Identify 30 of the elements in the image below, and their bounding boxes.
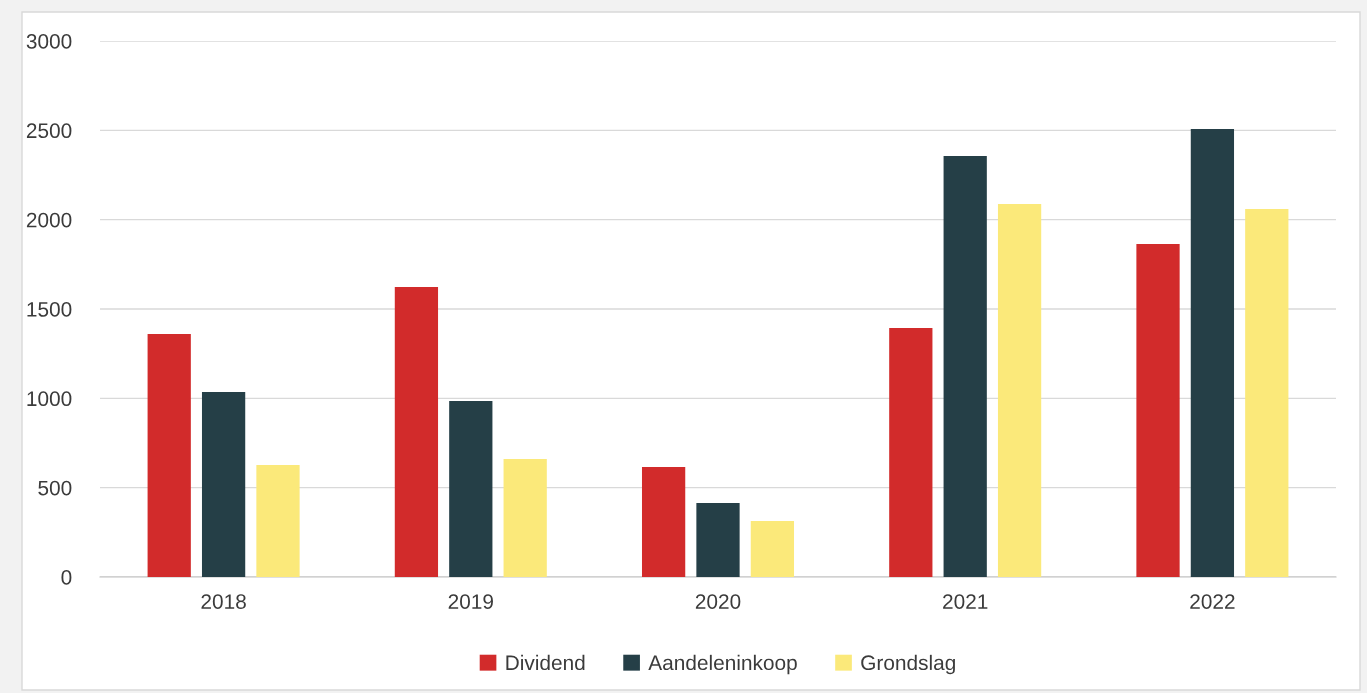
legend-label: Grondslag <box>861 654 955 675</box>
bar <box>943 156 987 577</box>
bar <box>997 203 1042 577</box>
y-tick-label: 3000 <box>26 34 72 49</box>
y-tick-label: 2500 <box>26 123 72 139</box>
y-tick-label: 500 <box>38 480 72 496</box>
bar <box>889 327 933 577</box>
bar <box>1190 129 1235 577</box>
x-tick-label: 2020 <box>695 594 741 609</box>
y-tick-label: 1500 <box>27 302 72 317</box>
x-tick-label: 2021 <box>943 594 988 609</box>
bar <box>449 401 493 577</box>
bar <box>1136 243 1180 577</box>
y-tick-label: 1000 <box>27 391 72 407</box>
y-tick-label: 2000 <box>26 212 72 228</box>
bar <box>641 466 686 577</box>
bar <box>394 287 439 577</box>
bar <box>750 521 795 577</box>
bar <box>256 464 300 577</box>
y-tick-label: 0 <box>61 570 72 585</box>
bar <box>696 503 740 577</box>
x-tick-label: 2019 <box>448 594 493 609</box>
bar <box>201 392 246 577</box>
legend-label: Dividend <box>506 654 585 671</box>
x-tick-label: 2018 <box>201 594 246 609</box>
x-tick-label: 2022 <box>1190 594 1235 609</box>
legend-label: Aandeleninkoop <box>648 654 797 675</box>
bar <box>1245 208 1289 577</box>
bar <box>503 459 547 577</box>
bar <box>147 334 191 577</box>
